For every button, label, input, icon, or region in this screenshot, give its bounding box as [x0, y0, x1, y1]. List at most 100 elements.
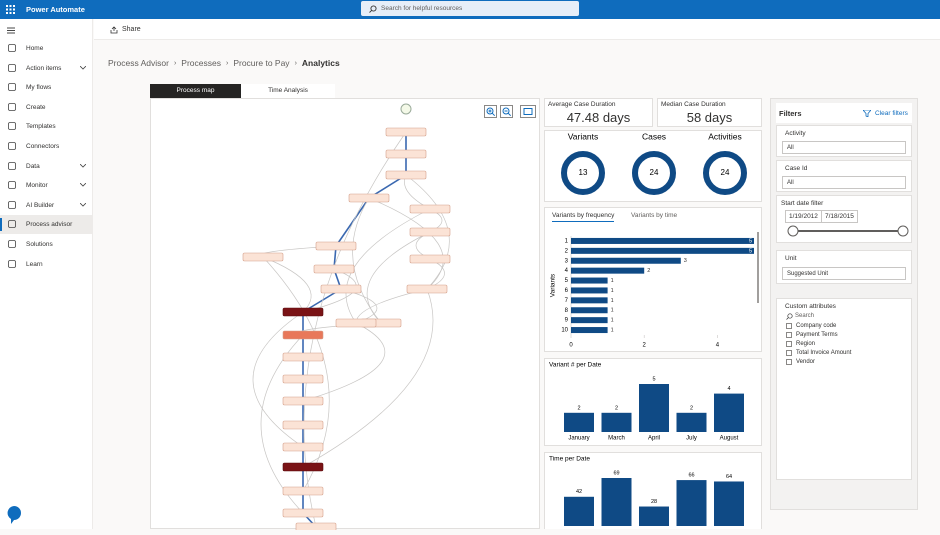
map-node [282, 330, 324, 340]
stat-ring [703, 151, 747, 195]
nav-item[interactable]: AI Builder [0, 196, 93, 215]
bar [571, 267, 645, 274]
icon-shape [8, 44, 16, 52]
bar [571, 307, 608, 314]
map-edge [368, 197, 444, 290]
end-date[interactable]: 7/18/2015 [821, 210, 858, 223]
map-node [348, 193, 390, 203]
nav-item[interactable]: Solutions [0, 235, 93, 254]
start-date[interactable]: 1/19/2012 [785, 210, 822, 223]
filter-case-id: Case Id All [776, 160, 912, 192]
stat-ring [632, 151, 676, 195]
search-attributes[interactable]: Search [795, 313, 815, 319]
dropdown[interactable]: All [782, 141, 906, 154]
breadcrumb-item[interactable]: Processes [181, 58, 221, 68]
filter-custom: Custom attributes Search Company code Pay… [776, 298, 912, 480]
hamburger[interactable] [7, 27, 15, 34]
attribute-name: Vendor [796, 359, 816, 365]
share-button[interactable]: Share [122, 26, 141, 33]
filter-label: Custom attributes [785, 303, 836, 310]
clear-filters[interactable]: Clear filters [875, 110, 908, 117]
nav-item[interactable]: Create [0, 98, 93, 117]
map-node [320, 284, 362, 294]
value-label: 28 [651, 499, 657, 505]
nav-item[interactable]: Learn [0, 255, 93, 274]
stat-value: 24 [721, 168, 730, 177]
value-label: 2 [647, 268, 650, 274]
tab-time-analysis[interactable]: Time Analysis [241, 84, 335, 98]
variants-chart: Variants 0 2 4 1 5 2 5 3 3 4 2 5 1 6 1 7 1 8 1 9 1 10 1 [550, 232, 759, 349]
attribute-row[interactable]: Payment Terms [786, 332, 838, 338]
breadcrumb-item[interactable]: Analytics [301, 58, 340, 68]
nav-chevron [80, 202, 86, 207]
attribute-name: Region [796, 341, 816, 347]
breadcrumb-item[interactable]: Process Advisor [108, 58, 169, 68]
nav-item[interactable]: Action items [0, 59, 93, 78]
value-label: 3 [684, 258, 687, 264]
fit-view[interactable] [520, 105, 536, 118]
left-nav: Home Action items My flows Create Templates C… [0, 19, 93, 529]
stats-donuts: Variants 13 Cases 24 Activities 24 [561, 131, 747, 195]
attribute-row[interactable]: Region [786, 341, 815, 347]
nav-label: Templates [26, 123, 56, 131]
dropdown[interactable]: Suggested Unit [782, 267, 906, 280]
kpi-label: Average Case Duration [548, 101, 616, 108]
help-bot[interactable] [6, 505, 22, 525]
variant-tab[interactable]: Variants by time [631, 212, 678, 219]
variant-tab[interactable]: Variants by frequency [552, 212, 615, 222]
breadcrumb-separator: › [294, 59, 297, 67]
search-icon [369, 5, 377, 13]
map-edge [262, 256, 330, 492]
value-label: 1 [611, 318, 614, 324]
nav-item[interactable]: Monitor [0, 176, 93, 195]
value-label: 69 [613, 470, 619, 476]
attribute-row[interactable]: Total Invoice Amount [786, 350, 851, 356]
attribute-row[interactable]: Company code [786, 323, 836, 329]
bar [601, 478, 632, 526]
attribute-row[interactable]: Vendor [786, 359, 815, 365]
checkbox [786, 359, 792, 365]
filter-unit: Unit Suggested Unit [776, 250, 912, 284]
value-label: 5 [749, 238, 752, 244]
kpi-value: 47.48 days [566, 110, 631, 125]
search-box[interactable]: Search for helpful resources [361, 1, 579, 16]
nav-item[interactable]: Process advisor [0, 215, 93, 235]
nav-selected-bar [0, 218, 2, 232]
value-label: 4 [727, 386, 730, 392]
chevron [80, 65, 86, 70]
map-edge [404, 174, 431, 210]
checkbox [786, 341, 792, 347]
nav-item[interactable]: Templates [0, 117, 93, 136]
map-node [409, 254, 451, 264]
bar [571, 237, 754, 244]
zoom-out[interactable] [500, 105, 513, 118]
dropdown-value: Suggested Unit [787, 271, 829, 277]
date-slider[interactable] [785, 224, 911, 238]
map-edge [366, 231, 431, 324]
nav-icon [8, 259, 16, 268]
nav-icon [8, 63, 16, 72]
value-label: 1 [611, 288, 614, 294]
share-icon [110, 26, 118, 34]
icon-shape [8, 181, 16, 190]
nav-label: Create [26, 103, 46, 111]
zoom-in[interactable] [484, 105, 497, 118]
nav-item[interactable]: Connectors [0, 137, 93, 156]
icon-shape [8, 240, 16, 248]
nav-item[interactable]: Home [0, 39, 93, 58]
nav-label: Data [26, 162, 40, 170]
stat-value: 13 [579, 168, 588, 177]
nav-item[interactable]: My flows [0, 78, 93, 97]
dropdown[interactable]: All [782, 176, 906, 189]
search-icon [786, 313, 793, 320]
process-map [242, 103, 451, 532]
app-launcher[interactable] [6, 5, 15, 14]
nav-icon [8, 181, 16, 190]
breadcrumb-item[interactable]: Procure to Pay [233, 58, 290, 68]
tab-process-map[interactable]: Process map [150, 84, 241, 98]
kpi-card: Median Case Duration 58 days [657, 98, 762, 127]
nav-item[interactable]: Data [0, 157, 93, 176]
y-tick-label: 10 [561, 328, 568, 334]
top-bar: Power Automate Search for helpful resour… [0, 0, 940, 19]
bar [564, 496, 594, 526]
